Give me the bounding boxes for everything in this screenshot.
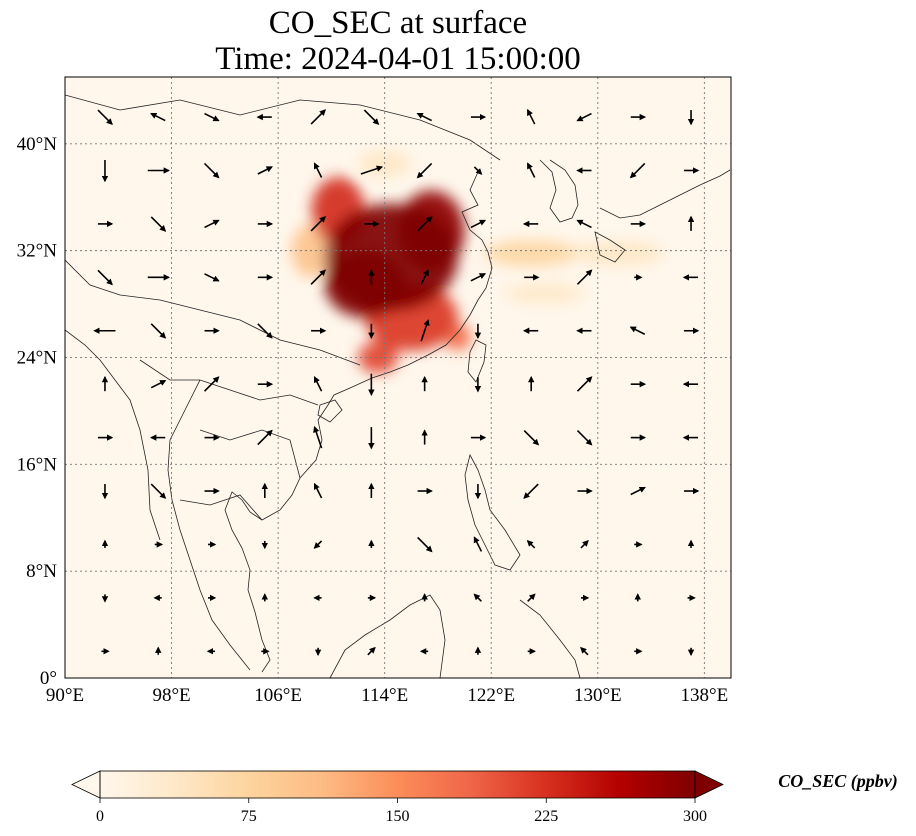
wind-arrow [360, 165, 384, 175]
colorbar: 0 75 150 225 300 CO_SEC (ppbv) [71, 770, 898, 825]
wind-arrow [629, 326, 646, 335]
wind-arrow [150, 112, 166, 122]
wind-arrow [150, 216, 167, 232]
wind-arrow [630, 486, 646, 496]
wind-arrow [576, 430, 593, 446]
map-background [65, 77, 731, 678]
wind-arrow [257, 323, 273, 339]
colorbar-tick-label: 0 [96, 808, 104, 825]
y-tick-label: 0° [40, 668, 57, 689]
colorbar-extend-high [694, 770, 724, 799]
wind-arrow [367, 646, 376, 656]
plume-blob [358, 341, 398, 374]
wind-arrow [523, 483, 539, 499]
wind-arrow [203, 376, 220, 392]
plume-blob [324, 250, 405, 318]
wind-arrow [313, 540, 323, 549]
wind-arrow [420, 269, 429, 285]
wind-arrow [580, 540, 589, 549]
wind-arrow [580, 646, 589, 656]
chart-subtitle-time: Time: 2024-04-01 15:00:00 [215, 41, 581, 77]
wind-arrow [576, 219, 592, 229]
x-tick-label: 122°E [467, 685, 515, 706]
wind-arrow [313, 482, 323, 499]
wind-arrow [204, 112, 220, 122]
wind-arrow [629, 162, 646, 179]
x-tick-label: 98°E [152, 685, 190, 706]
wind-arrow [576, 376, 593, 392]
wind-arrow [97, 109, 113, 125]
y-axis-ticks: 0° 8°N 16°N 24°N 32°N 40°N [17, 134, 58, 689]
wind-arrow [526, 108, 536, 125]
colorbar-ticks: 0 75 150 225 300 [96, 798, 707, 825]
wind-arrow [576, 269, 593, 285]
coastlines [65, 94, 731, 678]
wind-arrow [310, 216, 326, 232]
gridlines [65, 77, 731, 678]
colorbar-extend-low [71, 770, 101, 799]
wind-arrow [417, 216, 433, 232]
wind-arrow [150, 323, 167, 339]
x-tick-label: 138°E [681, 685, 729, 706]
y-tick-label: 32°N [17, 241, 58, 262]
wind-arrow [523, 430, 540, 446]
wind-arrow [310, 109, 326, 125]
wind-arrow [310, 269, 326, 285]
colorbar-tick-label: 300 [683, 808, 707, 825]
wind-arrow [313, 162, 323, 178]
wind-arrow [97, 269, 113, 286]
y-tick-label: 8°N [26, 561, 57, 582]
colorbar-gradient [100, 771, 695, 798]
plume-blob [504, 282, 585, 305]
wind-arrow [473, 166, 483, 175]
wind-arrow [150, 483, 167, 499]
y-tick-label: 16°N [17, 454, 58, 475]
plume-blob [484, 239, 578, 267]
wind-arrow [473, 536, 483, 552]
wind-vectors [93, 108, 700, 657]
wind-arrow [363, 109, 380, 125]
wind-arrow [527, 593, 536, 602]
wind-arrow [420, 319, 430, 342]
chart-title: CO_SEC at surface [268, 5, 528, 41]
y-tick-label: 40°N [17, 134, 58, 155]
wind-arrow [150, 379, 167, 389]
wind-arrow [576, 112, 592, 122]
wind-arrow [417, 536, 433, 553]
wind-arrow [257, 166, 273, 175]
colorbar-title: CO_SEC (ppbv) [778, 771, 898, 792]
wind-arrow [204, 219, 220, 229]
y-tick-label: 24°N [17, 347, 58, 368]
wind-arrow [473, 593, 482, 602]
x-tick-label: 106°E [254, 685, 302, 706]
wind-arrow [526, 162, 536, 178]
colorbar-tick-label: 150 [386, 808, 410, 825]
map-frame [64, 76, 732, 679]
wind-arrow [470, 273, 487, 282]
x-tick-label: 114°E [361, 685, 408, 706]
wind-arrow [313, 425, 323, 449]
x-tick-label: 130°E [574, 685, 622, 706]
colorbar-tick-label: 225 [534, 808, 558, 825]
wind-arrow [470, 219, 487, 229]
wind-arrow [257, 429, 273, 446]
wind-arrow [313, 376, 323, 392]
plume-blob [571, 241, 665, 266]
wind-arrow [204, 273, 220, 282]
wind-arrow [416, 112, 432, 122]
x-tick-label: 90°E [46, 685, 84, 706]
x-axis-ticks: 90°E 98°E 106°E 114°E 122°E 130°E 138°E [46, 685, 728, 706]
wind-arrow [526, 540, 536, 549]
wind-arrow [416, 162, 433, 179]
wind-arrow [203, 162, 220, 179]
colorbar-tick-label: 75 [241, 808, 257, 825]
